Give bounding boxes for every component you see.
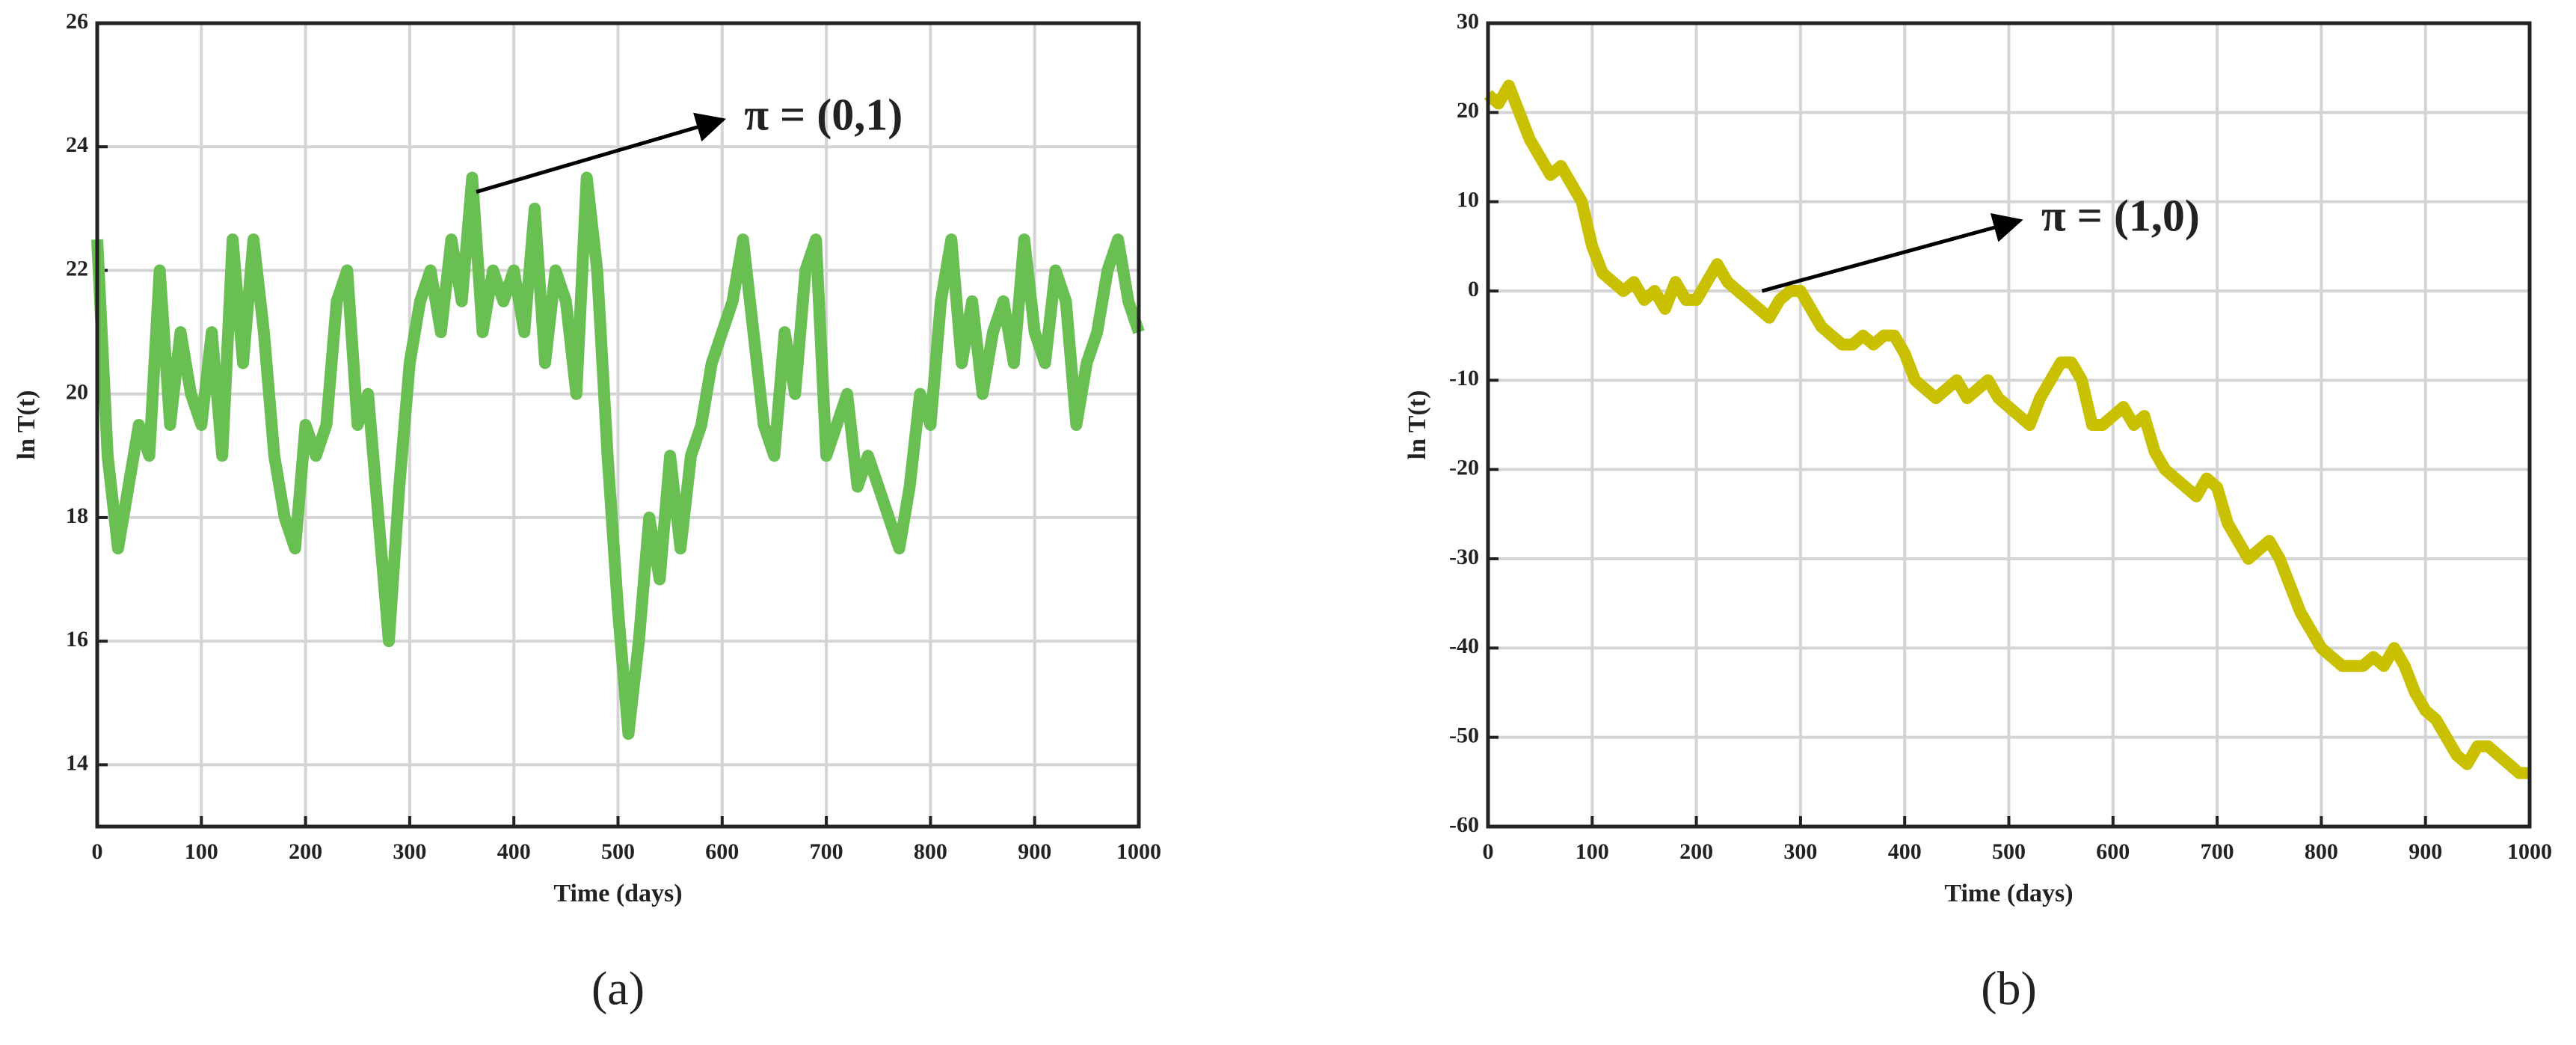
x-tick-label: 600 (2096, 839, 2130, 864)
x-tick-label: 800 (2305, 839, 2338, 864)
x-tick-label: 0 (1483, 839, 1494, 864)
x-tick-label: 100 (185, 839, 218, 864)
x-tick-label: 600 (705, 839, 739, 864)
x-tick-label: 500 (1992, 839, 2026, 864)
x-tick-label: 100 (1576, 839, 1609, 864)
y-tick-label: -30 (1449, 545, 1479, 569)
y-tick-label: -40 (1449, 634, 1479, 658)
y-tick-label: -20 (1449, 456, 1479, 480)
y-tick-label: 30 (1457, 9, 1479, 34)
y-tick-label: 24 (66, 132, 88, 157)
annotation-arrow (1761, 212, 2023, 293)
x-axis-label: Time (days) (553, 880, 682, 907)
x-axis-label: Time (days) (1944, 880, 2073, 907)
annotation-arrow (476, 112, 727, 194)
x-tick-label: 400 (1888, 839, 1922, 864)
x-tick-label: 900 (2409, 839, 2442, 864)
y-tick-label: -10 (1449, 366, 1479, 390)
y-axis-label: ln T(t) (1404, 390, 1431, 460)
x-tick-label: 300 (1783, 839, 1817, 864)
x-tick-label: 200 (1679, 839, 1713, 864)
data-line (91, 171, 1145, 741)
data-line (1484, 79, 2530, 779)
caption: (b) (1981, 962, 2037, 1015)
x-tick-label: 500 (601, 839, 635, 864)
plot-frame (95, 21, 1141, 829)
x-tick-label: 900 (1018, 839, 1051, 864)
x-tick-label: 400 (497, 839, 531, 864)
x-tick-label: 1000 (1116, 839, 1161, 864)
y-tick-label: 20 (66, 380, 88, 405)
y-tick-label: 22 (66, 256, 88, 281)
y-tick-label: 26 (66, 9, 88, 34)
annotation-text: π = (1,0) (2041, 191, 2200, 240)
y-tick-label: 16 (66, 627, 88, 652)
y-tick-label: 10 (1457, 188, 1479, 212)
x-tick-label: 300 (393, 839, 426, 864)
x-tick-label: 800 (914, 839, 947, 864)
caption: (a) (591, 962, 645, 1015)
y-tick-label: 14 (66, 750, 88, 775)
annotation-text: π = (0,1) (744, 91, 903, 140)
plot-frame (1486, 21, 2532, 829)
y-tick-label: -60 (1449, 812, 1479, 837)
y-tick-label: 20 (1457, 98, 1479, 123)
x-tick-label: 0 (92, 839, 103, 864)
y-tick-label: 0 (1468, 277, 1479, 301)
y-axis-label: ln T(t) (13, 390, 40, 460)
y-tick-label: -50 (1449, 723, 1479, 748)
x-tick-label: 700 (810, 839, 843, 864)
y-tick-label: 18 (66, 503, 88, 528)
x-tick-label: 200 (289, 839, 322, 864)
x-tick-label: 700 (2201, 839, 2234, 864)
x-tick-label: 1000 (2507, 839, 2552, 864)
